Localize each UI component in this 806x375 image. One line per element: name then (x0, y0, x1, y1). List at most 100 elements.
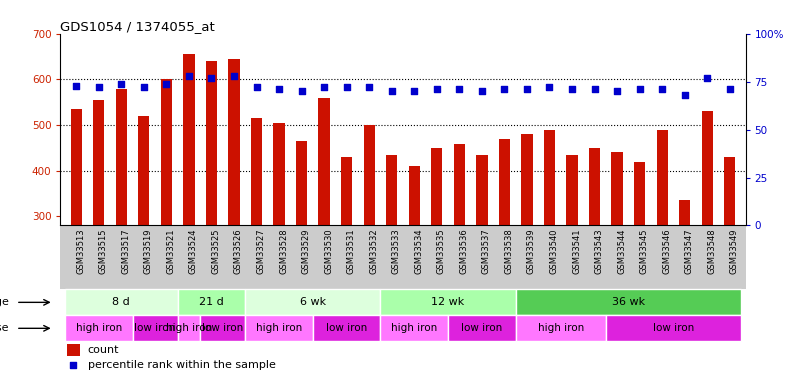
Bar (657, 130, 668, 225)
Point (476, 88, 488, 94)
Point (70, 82, 83, 88)
Text: 8 d: 8 d (112, 297, 131, 307)
Point (182, 73, 195, 79)
Point (318, 84, 330, 90)
Bar (313, 315, 380, 341)
Point (408, 88, 421, 94)
Text: low iron: low iron (326, 323, 368, 333)
Bar (132, 315, 177, 341)
Bar (386, 155, 397, 225)
Point (67, 362, 80, 368)
Bar (521, 134, 533, 225)
Text: GSM33515: GSM33515 (99, 229, 108, 274)
Text: GSM33544: GSM33544 (617, 229, 626, 274)
Point (295, 88, 308, 94)
Text: GSM33521: GSM33521 (166, 229, 176, 274)
Bar (589, 148, 600, 225)
Text: GSM33533: GSM33533 (392, 229, 401, 274)
Point (543, 84, 556, 90)
Text: GSM33530: GSM33530 (324, 229, 333, 274)
Text: low iron: low iron (202, 323, 243, 333)
Text: GSM33525: GSM33525 (211, 229, 221, 274)
Text: GSM33538: GSM33538 (505, 229, 513, 274)
Bar (177, 290, 245, 315)
Text: GSM33535: GSM33535 (437, 229, 446, 274)
Bar (634, 162, 646, 225)
Point (205, 75, 218, 81)
Text: GSM33528: GSM33528 (279, 229, 288, 274)
Bar (228, 59, 239, 225)
Point (114, 81, 127, 87)
Point (656, 86, 669, 92)
Bar (380, 290, 516, 315)
Point (385, 88, 398, 94)
Text: GSM33536: GSM33536 (459, 229, 468, 274)
Text: GSM33519: GSM33519 (143, 229, 153, 274)
Text: GSM33543: GSM33543 (595, 229, 604, 274)
Bar (93, 100, 105, 225)
Bar (516, 315, 606, 341)
Bar (160, 80, 172, 225)
Bar (251, 118, 262, 225)
Bar (701, 111, 713, 225)
Text: high iron: high iron (256, 323, 302, 333)
Bar (200, 315, 245, 341)
Bar (177, 315, 200, 341)
Point (272, 86, 285, 92)
Point (723, 86, 736, 92)
Point (566, 86, 579, 92)
Bar (724, 157, 735, 225)
Text: count: count (88, 345, 119, 355)
Text: GSM33531: GSM33531 (347, 229, 355, 274)
Bar (544, 130, 555, 225)
Bar (448, 315, 516, 341)
Bar (206, 61, 217, 225)
Text: GSM33539: GSM33539 (527, 229, 536, 274)
Bar (364, 125, 375, 225)
Text: GSM33537: GSM33537 (482, 229, 491, 274)
Point (588, 86, 601, 92)
Point (160, 81, 172, 87)
Bar (71, 109, 82, 225)
Text: high iron: high iron (76, 323, 122, 333)
Point (498, 86, 511, 92)
Point (611, 88, 624, 94)
Text: 21 d: 21 d (199, 297, 224, 307)
Point (634, 86, 646, 92)
Point (137, 84, 150, 90)
Text: 36 wk: 36 wk (612, 297, 645, 307)
Point (250, 84, 263, 90)
Text: GSM33547: GSM33547 (685, 229, 694, 274)
Text: GSM33513: GSM33513 (77, 229, 85, 274)
Text: 12 wk: 12 wk (431, 297, 465, 307)
Text: high iron: high iron (538, 323, 584, 333)
Bar (341, 157, 352, 225)
Bar (116, 88, 127, 225)
Bar (409, 166, 420, 225)
Text: dose: dose (0, 323, 9, 333)
Text: GSM33529: GSM33529 (301, 229, 310, 274)
Bar (318, 98, 330, 225)
Point (679, 92, 692, 98)
Bar (68, 344, 80, 355)
Bar (516, 290, 741, 315)
Text: GSM33549: GSM33549 (729, 229, 739, 274)
Bar (138, 116, 149, 225)
Text: GDS1054 / 1374055_at: GDS1054 / 1374055_at (60, 20, 215, 33)
Text: GSM33540: GSM33540 (550, 229, 559, 274)
Text: GSM33541: GSM33541 (572, 229, 581, 274)
Point (453, 86, 466, 92)
Text: age: age (0, 297, 9, 307)
Text: GSM33526: GSM33526 (234, 229, 243, 274)
Text: low iron: low iron (461, 323, 502, 333)
Point (340, 84, 353, 90)
Point (430, 86, 443, 92)
Text: GSM33534: GSM33534 (414, 229, 423, 274)
Point (700, 75, 713, 81)
Point (521, 86, 534, 92)
Text: 6 wk: 6 wk (300, 297, 326, 307)
Bar (606, 315, 741, 341)
Point (363, 84, 376, 90)
Text: GSM33545: GSM33545 (640, 229, 649, 274)
Bar (476, 155, 488, 225)
